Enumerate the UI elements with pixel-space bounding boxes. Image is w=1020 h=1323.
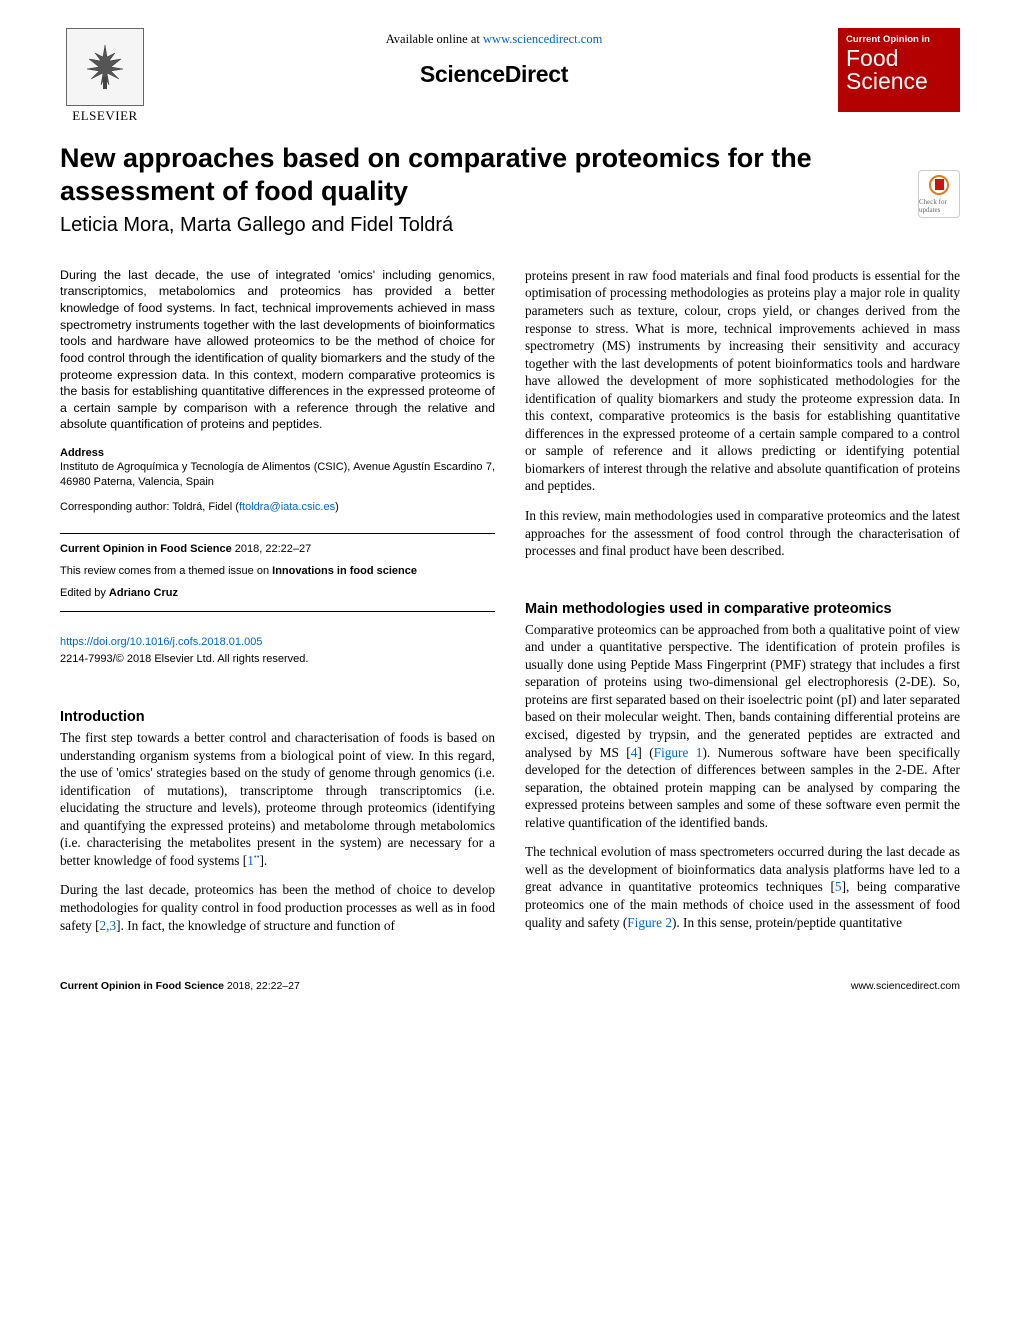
ref-link-5[interactable]: 5 xyxy=(835,879,842,894)
crossmark-label: Check for updates xyxy=(919,198,959,214)
intro-paragraph-1: The first step towards a better control … xyxy=(60,729,495,869)
doi-link[interactable]: https://doi.org/10.1016/j.cofs.2018.01.0… xyxy=(60,636,262,648)
footer-citation: 2018, 22:22–27 xyxy=(224,980,300,992)
journal-badge: Current Opinion in Food Science xyxy=(838,28,960,112)
article-title: New approaches based on comparative prot… xyxy=(60,142,906,208)
citation-rest: 2018, 22:22–27 xyxy=(232,543,312,555)
abstract-text: During the last decade, the use of integ… xyxy=(60,267,495,433)
doi-block: https://doi.org/10.1016/j.cofs.2018.01.0… xyxy=(60,634,495,668)
journal-badge-line1: Current Opinion in xyxy=(846,34,952,45)
methods-paragraph-2: The technical evolution of mass spectrom… xyxy=(525,843,960,931)
figure-link-1[interactable]: Figure 1 xyxy=(654,745,703,760)
availability-prefix: Available online at xyxy=(386,32,483,46)
theme-name: Innovations in food science xyxy=(272,565,417,577)
publisher-name: ELSEVIER xyxy=(72,108,137,124)
citation-line: Current Opinion in Food Science 2018, 22… xyxy=(60,542,495,558)
corr-suffix: ) xyxy=(335,501,339,513)
publisher-logo-block: ELSEVIER xyxy=(60,28,150,124)
methods-p1-mid: ] ( xyxy=(637,745,653,760)
journal-badge-line3: Science xyxy=(846,70,952,93)
footer-right: www.sciencedirect.com xyxy=(851,980,960,992)
sciencedirect-url-link[interactable]: www.sciencedirect.com xyxy=(483,32,602,46)
sciencedirect-brand: ScienceDirect xyxy=(150,61,838,88)
availability-line: Available online at www.sciencedirect.co… xyxy=(150,32,838,47)
crossmark-icon xyxy=(929,175,949,195)
content-columns: During the last decade, the use of integ… xyxy=(60,267,960,946)
ref-link-2-3[interactable]: 2,3 xyxy=(100,918,117,933)
footer-journal: Current Opinion in Food Science xyxy=(60,980,224,992)
citation-info-box: Current Opinion in Food Science 2018, 22… xyxy=(60,533,495,612)
corr-email-link[interactable]: ftoldra@iata.csic.es xyxy=(239,501,335,513)
title-block: New approaches based on comparative prot… xyxy=(60,142,960,237)
figure-link-2[interactable]: Figure 2 xyxy=(627,915,672,930)
theme-line: This review comes from a themed issue on… xyxy=(60,564,495,580)
intro-paragraph-2: During the last decade, proteomics has b… xyxy=(60,881,495,934)
methods-p1-a: Comparative proteomics can be approached… xyxy=(525,622,960,760)
ref-link-1[interactable]: 1•• xyxy=(247,853,259,868)
article-authors: Leticia Mora, Marta Gallego and Fidel To… xyxy=(60,214,906,237)
elsevier-tree-icon xyxy=(66,28,144,106)
corr-prefix: Corresponding author: Toldrá, Fidel ( xyxy=(60,501,239,513)
corresponding-author: Corresponding author: Toldrá, Fidel (fto… xyxy=(60,500,495,515)
methods-heading: Main methodologies used in comparative p… xyxy=(525,600,960,619)
intro-p1-text-a: The first step towards a better control … xyxy=(60,730,495,868)
intro-p1-text-b: ]. xyxy=(260,853,268,868)
footer-left: Current Opinion in Food Science 2018, 22… xyxy=(60,980,300,992)
right-paragraph-1: proteins present in raw food materials a… xyxy=(525,267,960,495)
journal-badge-line2: Food xyxy=(846,47,952,70)
methods-paragraph-1: Comparative proteomics can be approached… xyxy=(525,621,960,832)
page-footer: Current Opinion in Food Science 2018, 22… xyxy=(60,980,960,992)
right-paragraph-2: In this review, main methodologies used … xyxy=(525,507,960,560)
address-heading: Address xyxy=(60,446,495,461)
address-text: Instituto de Agroquímica y Tecnología de… xyxy=(60,460,495,490)
edited-prefix: Edited by xyxy=(60,587,109,599)
editor-name: Adriano Cruz xyxy=(109,587,178,599)
right-column: proteins present in raw food materials a… xyxy=(525,267,960,946)
copyright-line: 2214-7993/© 2018 Elsevier Ltd. All right… xyxy=(60,653,308,665)
left-column: During the last decade, the use of integ… xyxy=(60,267,495,946)
page-header: ELSEVIER Available online at www.science… xyxy=(60,28,960,124)
introduction-heading: Introduction xyxy=(60,708,495,727)
theme-prefix: This review comes from a themed issue on xyxy=(60,565,272,577)
citation-journal: Current Opinion in Food Science xyxy=(60,543,232,555)
methods-p2-b: ). In this sense, protein/peptide quanti… xyxy=(672,915,902,930)
center-header: Available online at www.sciencedirect.co… xyxy=(150,28,838,94)
intro-p2-text-b: ]. In fact, the knowledge of structure a… xyxy=(116,918,395,933)
crossmark-badge[interactable]: Check for updates xyxy=(918,170,960,218)
editor-line: Edited by Adriano Cruz xyxy=(60,586,495,602)
